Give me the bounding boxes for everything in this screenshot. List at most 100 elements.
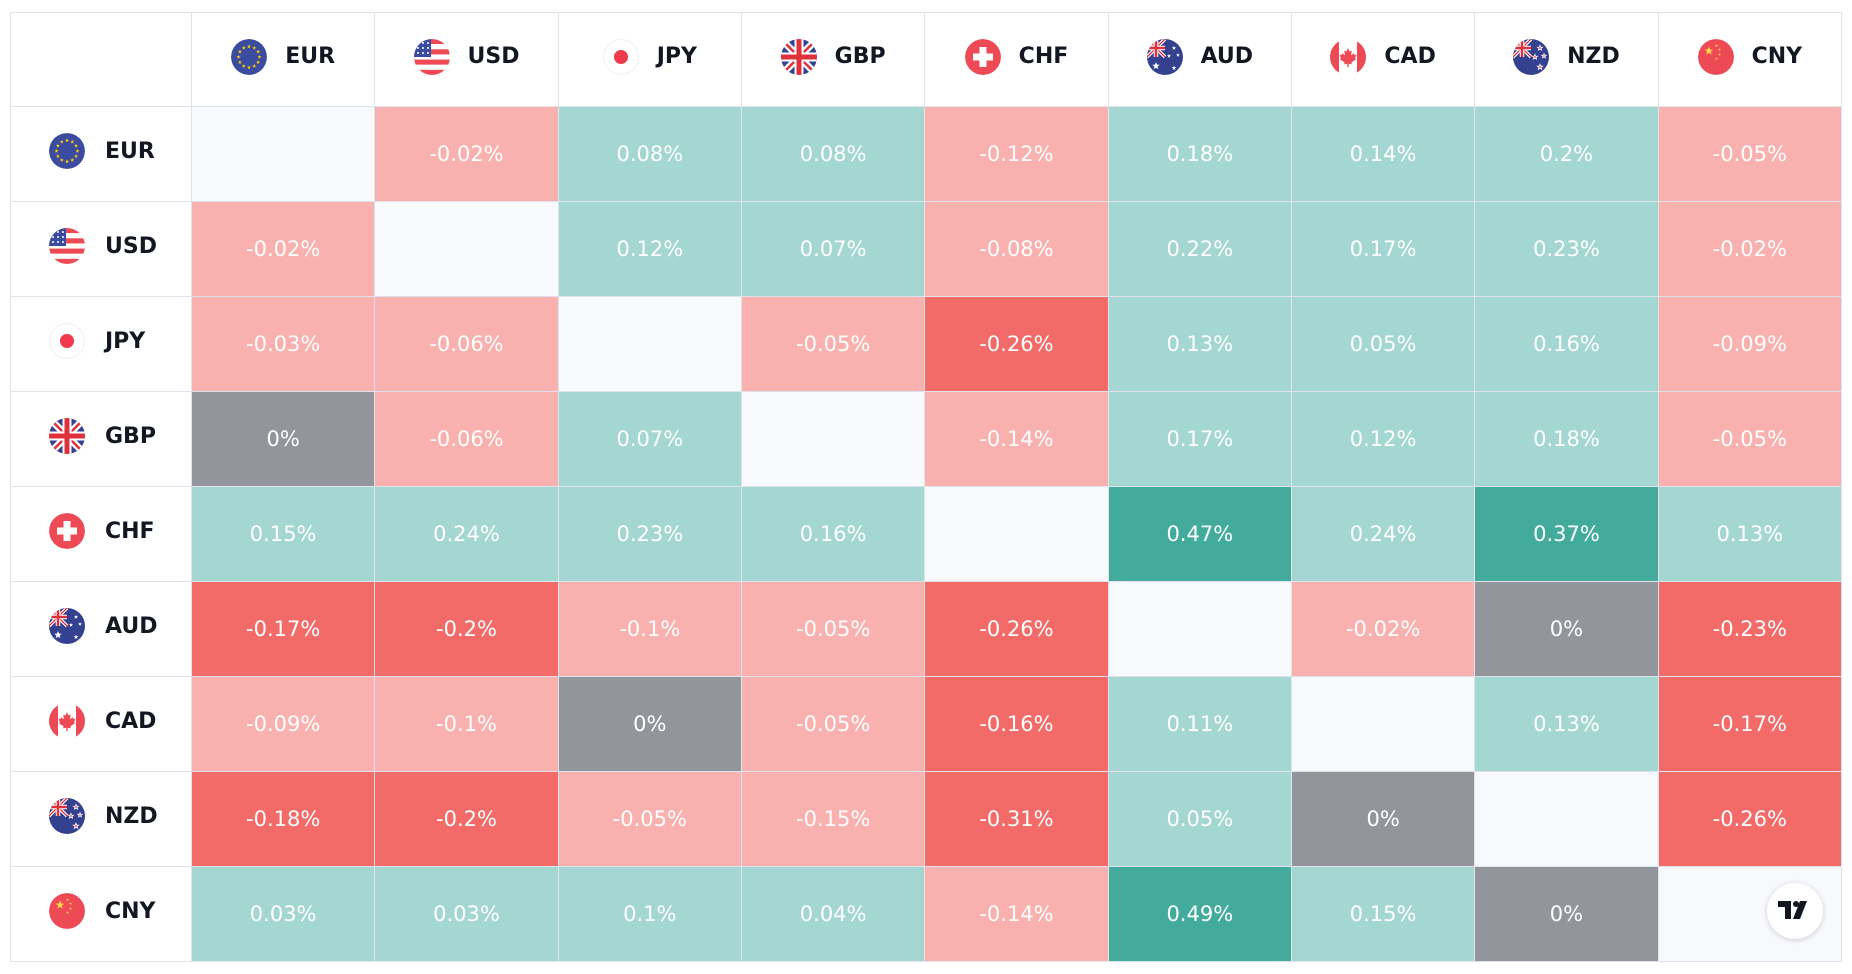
heatmap-cell-cny-gbp[interactable]: 0.04% — [740, 866, 926, 962]
heatmap-cell-nzd-cad[interactable]: 0% — [1290, 771, 1476, 867]
heatmap-cell-jpy-cny[interactable]: -0.09% — [1657, 296, 1843, 392]
column-header-nzd[interactable]: NZD — [1474, 12, 1659, 107]
row-header-aud[interactable]: AUD — [10, 581, 192, 677]
heatmap-cell-aud-usd[interactable]: -0.2% — [374, 581, 559, 677]
column-header-cny[interactable]: CNY — [1657, 12, 1843, 107]
heatmap-cell-cad-jpy[interactable]: 0% — [557, 676, 742, 772]
heatmap-cell-aud-cad[interactable]: -0.02% — [1290, 581, 1476, 677]
us-flag-icon — [413, 38, 450, 75]
heatmap-cell-cny-nzd[interactable]: 0% — [1474, 866, 1659, 962]
heatmap-cell-nzd-gbp[interactable]: -0.15% — [740, 771, 926, 867]
heatmap-cell-jpy-chf[interactable]: -0.26% — [924, 296, 1109, 392]
heatmap-cell-gbp-eur[interactable]: 0% — [190, 391, 376, 487]
heatmap-cell-cny-eur[interactable]: 0.03% — [190, 866, 376, 962]
cell-value: 0.16% — [799, 522, 867, 546]
heatmap-cell-gbp-aud[interactable]: 0.17% — [1107, 391, 1292, 487]
column-header-usd[interactable]: USD — [374, 12, 559, 107]
heatmap-cell-jpy-usd[interactable]: -0.06% — [374, 296, 559, 392]
heatmap-cell-gbp-nzd[interactable]: 0.18% — [1474, 391, 1659, 487]
column-header-eur[interactable]: EUR — [190, 12, 376, 107]
heatmap-cell-aud-jpy[interactable]: -0.1% — [557, 581, 742, 677]
tradingview-logo-icon[interactable] — [1767, 883, 1823, 939]
heatmap-cell-eur-aud[interactable]: 0.18% — [1107, 106, 1292, 202]
heatmap-cell-cny-aud[interactable]: 0.49% — [1107, 866, 1292, 962]
cell-value: 0.03% — [249, 902, 317, 926]
row-header-cad[interactable]: CAD — [10, 676, 192, 772]
heatmap-cell-chf-nzd[interactable]: 0.37% — [1474, 486, 1659, 582]
row-header-cny[interactable]: CNY — [10, 866, 192, 962]
cell-value: -0.31% — [979, 807, 1054, 831]
currency-label: EUR — [12, 133, 191, 169]
heatmap-cell-gbp-cny[interactable]: -0.05% — [1657, 391, 1843, 487]
heatmap-cell-eur-nzd[interactable]: 0.2% — [1474, 106, 1659, 202]
heatmap-cell-nzd-jpy[interactable]: -0.05% — [557, 771, 742, 867]
column-header-aud[interactable]: AUD — [1107, 12, 1292, 107]
heatmap-cell-cad-aud[interactable]: 0.11% — [1107, 676, 1292, 772]
heatmap-cell-cad-eur[interactable]: -0.09% — [190, 676, 376, 772]
column-header-chf[interactable]: CHF — [924, 12, 1109, 107]
heatmap-cell-cad-gbp[interactable]: -0.05% — [740, 676, 926, 772]
heatmap-cell-jpy-eur[interactable]: -0.03% — [190, 296, 376, 392]
currency-label: CAD — [12, 703, 191, 739]
heatmap-cell-usd-cad[interactable]: 0.17% — [1290, 201, 1476, 297]
heatmap-cell-aud-eur[interactable]: -0.17% — [190, 581, 376, 677]
heatmap-cell-nzd-cny[interactable]: -0.26% — [1657, 771, 1843, 867]
heatmap-cell-eur-gbp[interactable]: 0.08% — [740, 106, 926, 202]
heatmap-cell-usd-chf[interactable]: -0.08% — [924, 201, 1109, 297]
heatmap-cell-usd-jpy[interactable]: 0.12% — [557, 201, 742, 297]
heatmap-cell-aud-nzd[interactable]: 0% — [1474, 581, 1659, 677]
heatmap-cell-usd-aud[interactable]: 0.22% — [1107, 201, 1292, 297]
heatmap-cell-chf-cny[interactable]: 0.13% — [1657, 486, 1843, 582]
heatmap-cell-jpy-aud[interactable]: 0.13% — [1107, 296, 1292, 392]
heatmap-cell-aud-cny[interactable]: -0.23% — [1657, 581, 1843, 677]
heatmap-cell-cny-usd[interactable]: 0.03% — [374, 866, 559, 962]
heatmap-cell-chf-usd[interactable]: 0.24% — [374, 486, 559, 582]
heatmap-cell-cny-cad[interactable]: 0.15% — [1290, 866, 1476, 962]
heatmap-cell-nzd-aud[interactable]: 0.05% — [1107, 771, 1292, 867]
heatmap-cell-jpy-nzd[interactable]: 0.16% — [1474, 296, 1659, 392]
heatmap-body: EUR -0.02% 0.08% 0.08% -0.12% 0.18% 0.14% 0.2% -… — [10, 106, 1843, 962]
heatmap-cell-eur-cad[interactable]: 0.14% — [1290, 106, 1476, 202]
heatmap-cell-chf-jpy[interactable]: 0.23% — [557, 486, 742, 582]
heatmap-cell-cny-jpy[interactable]: 0.1% — [557, 866, 742, 962]
heatmap-cell-cad-chf[interactable]: -0.16% — [924, 676, 1109, 772]
heatmap-cell-cad-nzd[interactable]: 0.13% — [1474, 676, 1659, 772]
row-header-gbp[interactable]: GBP — [10, 391, 192, 487]
heatmap-cell-eur-jpy[interactable]: 0.08% — [557, 106, 742, 202]
heatmap-cell-chf-cad[interactable]: 0.24% — [1290, 486, 1476, 582]
heatmap-cell-chf-gbp[interactable]: 0.16% — [740, 486, 926, 582]
row-header-chf[interactable]: CHF — [10, 486, 192, 582]
heatmap-cell-gbp-usd[interactable]: -0.06% — [374, 391, 559, 487]
heatmap-cell-usd-eur[interactable]: -0.02% — [190, 201, 376, 297]
heatmap-cell-usd-nzd[interactable]: 0.23% — [1474, 201, 1659, 297]
heatmap-cell-cad-usd[interactable]: -0.1% — [374, 676, 559, 772]
heatmap-cell-gbp-cad[interactable]: 0.12% — [1290, 391, 1476, 487]
row-header-eur[interactable]: EUR — [10, 106, 192, 202]
heatmap-cell-usd-gbp[interactable]: 0.07% — [740, 201, 926, 297]
heatmap-cell-usd-cny[interactable]: -0.02% — [1657, 201, 1843, 297]
heatmap-cell-nzd-chf[interactable]: -0.31% — [924, 771, 1109, 867]
heatmap-cell-aud-chf[interactable]: -0.26% — [924, 581, 1109, 677]
row-header-jpy[interactable]: JPY — [10, 296, 192, 392]
diagonal-cell — [740, 391, 926, 487]
heatmap-cell-jpy-gbp[interactable]: -0.05% — [740, 296, 926, 392]
column-header-jpy[interactable]: JPY — [557, 12, 742, 107]
heatmap-cell-gbp-chf[interactable]: -0.14% — [924, 391, 1109, 487]
heatmap-cell-chf-eur[interactable]: 0.15% — [190, 486, 376, 582]
heatmap-cell-nzd-eur[interactable]: -0.18% — [190, 771, 376, 867]
heatmap-cell-chf-aud[interactable]: 0.47% — [1107, 486, 1292, 582]
heatmap-cell-eur-usd[interactable]: -0.02% — [374, 106, 559, 202]
heatmap-cell-eur-cny[interactable]: -0.05% — [1657, 106, 1843, 202]
heatmap-cell-jpy-cad[interactable]: 0.05% — [1290, 296, 1476, 392]
heatmap-cell-nzd-usd[interactable]: -0.2% — [374, 771, 559, 867]
heatmap-cell-cny-chf[interactable]: -0.14% — [924, 866, 1109, 962]
heatmap-cell-cad-cny[interactable]: -0.17% — [1657, 676, 1843, 772]
jp-flag-icon — [602, 38, 639, 75]
heatmap-cell-eur-chf[interactable]: -0.12% — [924, 106, 1109, 202]
row-header-usd[interactable]: USD — [10, 201, 192, 297]
column-header-cad[interactable]: CAD — [1290, 12, 1476, 107]
heatmap-cell-aud-gbp[interactable]: -0.05% — [740, 581, 926, 677]
row-header-nzd[interactable]: NZD — [10, 771, 192, 867]
column-header-gbp[interactable]: GBP — [740, 12, 926, 107]
heatmap-cell-gbp-jpy[interactable]: 0.07% — [557, 391, 742, 487]
